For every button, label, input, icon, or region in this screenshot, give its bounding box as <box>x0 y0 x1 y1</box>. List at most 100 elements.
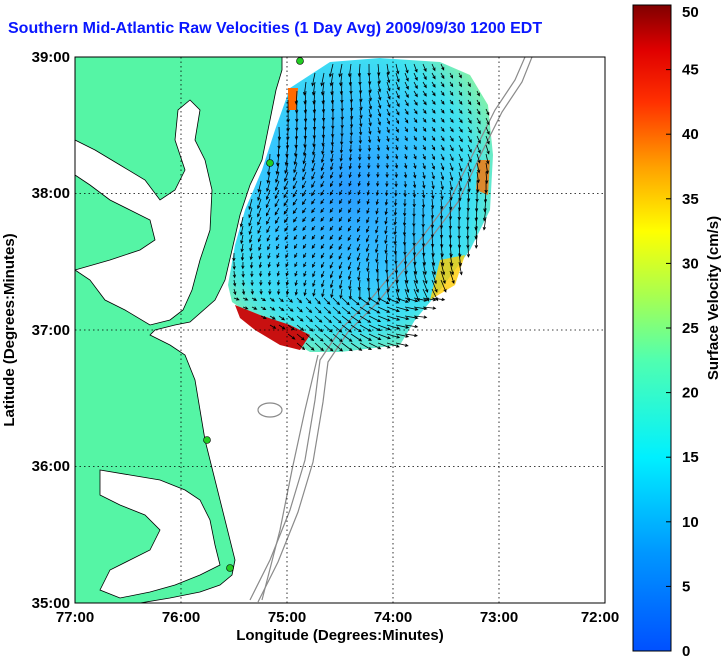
velocity-arrow <box>338 63 343 78</box>
velocity-arrow <box>260 306 267 311</box>
velocity-arrow <box>248 216 253 227</box>
velocity-arrow <box>422 270 428 285</box>
velocity-arrow <box>467 126 472 134</box>
velocity-arrow <box>395 108 400 116</box>
velocity-arrow <box>269 297 275 302</box>
velocity-arrow <box>349 117 354 128</box>
velocity-arrow <box>267 252 271 260</box>
velocity-arrow <box>402 216 407 227</box>
velocity-arrow <box>375 243 379 254</box>
velocity-arrow <box>311 198 316 205</box>
velocity-arrow <box>349 144 353 154</box>
pamlico-sound <box>99 469 221 599</box>
velocity-arrow <box>431 279 438 293</box>
velocity-arrow <box>287 333 296 340</box>
velocity-arrow <box>386 144 390 152</box>
velocity-arrow <box>395 306 410 312</box>
velocity-arrow <box>395 126 399 133</box>
velocity-arrow <box>359 297 370 306</box>
velocity-arrow <box>314 306 322 314</box>
velocity-arrow <box>394 180 398 188</box>
velocity-arrow <box>449 126 454 133</box>
velocity-arrow <box>467 135 472 144</box>
velocity-arrow <box>404 90 409 99</box>
velocity-arrow <box>431 117 436 123</box>
velocity-arrow <box>312 135 316 148</box>
velocity-arrow <box>403 207 407 217</box>
velocity-arrow <box>367 153 371 161</box>
velocity-arrow <box>376 153 380 161</box>
velocity-arrow <box>422 261 427 276</box>
velocity-arrow <box>422 81 427 89</box>
velocity-arrow <box>240 252 245 262</box>
velocity-arrow <box>467 171 472 183</box>
velocity-arrow <box>347 243 352 251</box>
velocity-arrow <box>341 333 353 342</box>
velocity-arrow <box>458 162 463 172</box>
velocity-arrow <box>266 216 271 225</box>
velocity-arrow <box>233 288 237 296</box>
velocity-arrow <box>458 99 463 105</box>
velocity-arrow <box>404 270 409 284</box>
velocity-arrow <box>329 72 334 87</box>
velocity-arrow <box>302 162 307 173</box>
velocity-arrow <box>257 216 262 226</box>
velocity-arrow <box>422 153 426 160</box>
velocity-arrow <box>431 63 436 72</box>
velocity-arrow <box>284 216 289 224</box>
y-tick-label: 36:00 <box>32 458 70 475</box>
velocity-arrow <box>303 279 307 287</box>
y-tick-label: 38:00 <box>32 185 70 202</box>
velocity-arrow <box>323 315 333 324</box>
x-tick-label: 75:00 <box>268 609 306 626</box>
velocity-arrow <box>302 234 307 240</box>
velocity-arrow <box>385 162 389 169</box>
radar-site-marker <box>226 564 234 572</box>
velocity-arrow <box>440 252 445 267</box>
velocity-arrow <box>404 306 419 311</box>
velocity-arrow <box>440 108 445 114</box>
velocity-arrow <box>421 198 426 209</box>
velocity-arrow <box>466 243 471 258</box>
velocity-arrow <box>431 90 436 97</box>
velocity-arrow <box>350 297 360 306</box>
velocity-arrow <box>330 279 334 289</box>
velocity-arrow <box>393 234 397 246</box>
velocity-arrow <box>293 225 298 232</box>
velocity-arrow <box>440 261 446 276</box>
velocity-arrow <box>284 225 289 232</box>
velocity-arrow <box>258 252 262 260</box>
velocity-arrow <box>368 315 382 322</box>
velocity-arrow <box>302 243 307 250</box>
velocity-arrow <box>296 324 305 331</box>
velocity-arrow <box>358 126 363 136</box>
velocity-arrow <box>394 153 399 160</box>
velocity-arrow <box>356 234 361 242</box>
velocity-arrow <box>350 315 362 324</box>
velocity-arrow <box>377 126 381 135</box>
velocity-arrow <box>320 153 325 164</box>
velocity-arrow <box>329 252 334 260</box>
velocity-arrow <box>385 153 390 160</box>
y-tick-label: 35:00 <box>32 595 70 612</box>
velocity-arrow <box>365 243 370 253</box>
velocity-arrow <box>338 207 343 214</box>
velocity-arrow <box>266 180 271 192</box>
velocity-arrow <box>430 216 435 229</box>
velocity-arrow <box>359 108 363 120</box>
velocity-arrow <box>404 108 409 115</box>
velocity-arrow <box>449 189 453 201</box>
colorbar-tick-label: 20 <box>682 385 699 402</box>
velocity-arrow <box>422 162 426 170</box>
velocity-arrow <box>413 171 417 179</box>
velocity-arrow <box>395 144 399 151</box>
velocity-arrow <box>403 162 408 169</box>
velocity-arrow <box>467 81 471 88</box>
velocity-arrow <box>275 162 280 175</box>
velocity-arrow <box>274 198 280 208</box>
velocity-arrow <box>348 153 353 162</box>
velocity-arrow <box>430 207 435 219</box>
velocity-arrow <box>248 225 253 235</box>
east-velocity-patch <box>476 160 490 195</box>
velocity-arrow <box>368 297 380 305</box>
